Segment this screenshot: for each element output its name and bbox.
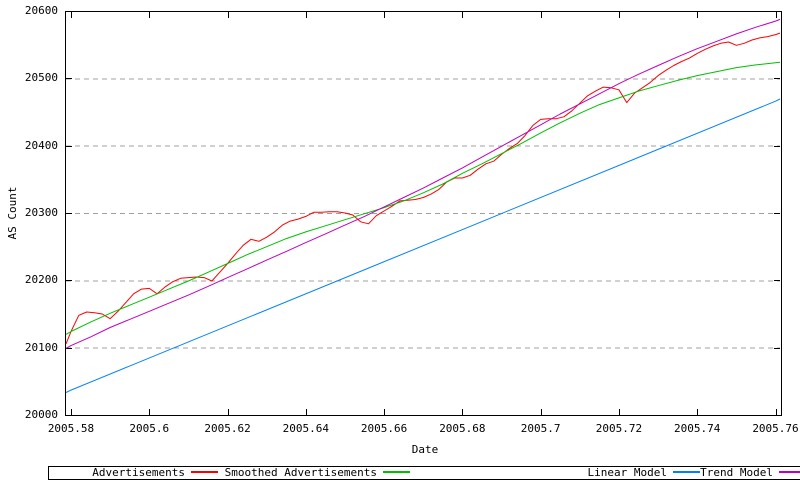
y-tick-label: 20000 [24,408,58,421]
y-tick-label: 20300 [24,206,58,219]
x-tick-label: 2005.68 [439,422,486,435]
legend-label-advertisements: Advertisements [92,466,185,479]
legend-line-sample-linear-model [673,471,700,473]
y-tick-label: 20500 [24,71,58,85]
x-tick-label: 2005.58 [47,422,95,435]
legend-line-sample-smoothed-advertisements [383,471,410,473]
x-tick-label: 2005.7 [520,422,561,435]
x-tick-label: 2005.62 [204,422,251,435]
legend-line-sample-trend-model [779,471,800,473]
legend-label-smoothed-advertisements: Smoothed Advertisements [224,466,377,479]
x-tick-label: 2005.66 [360,422,408,435]
y-tick-label: 20200 [24,273,58,287]
x-tick-label: 2005.74 [674,422,721,435]
y-tick-label: 20400 [24,138,58,152]
series-line-smoothed-advertisements [65,61,781,335]
legend-label-trend-model: Trend Model [700,466,773,479]
y-tick-label: 20100 [24,340,58,354]
y-axis-title: AS Count [6,186,19,240]
x-tick-label: 2005.72 [595,422,643,435]
y-tick-label: 20600 [24,4,58,17]
series-line-advertisements [65,32,781,345]
series-line-linear-model [65,98,781,393]
x-axis-title: Date [411,443,439,456]
legend-label-linear-model: Linear Model [587,466,667,479]
x-tick-label: 2005.76 [752,422,799,435]
plot-border [65,11,782,416]
x-tick-label: 2005.64 [282,422,329,435]
series-line-trend-model [65,18,781,349]
legend-line-sample-advertisements [191,471,218,473]
x-tick-label: 2005.6 [129,422,170,435]
